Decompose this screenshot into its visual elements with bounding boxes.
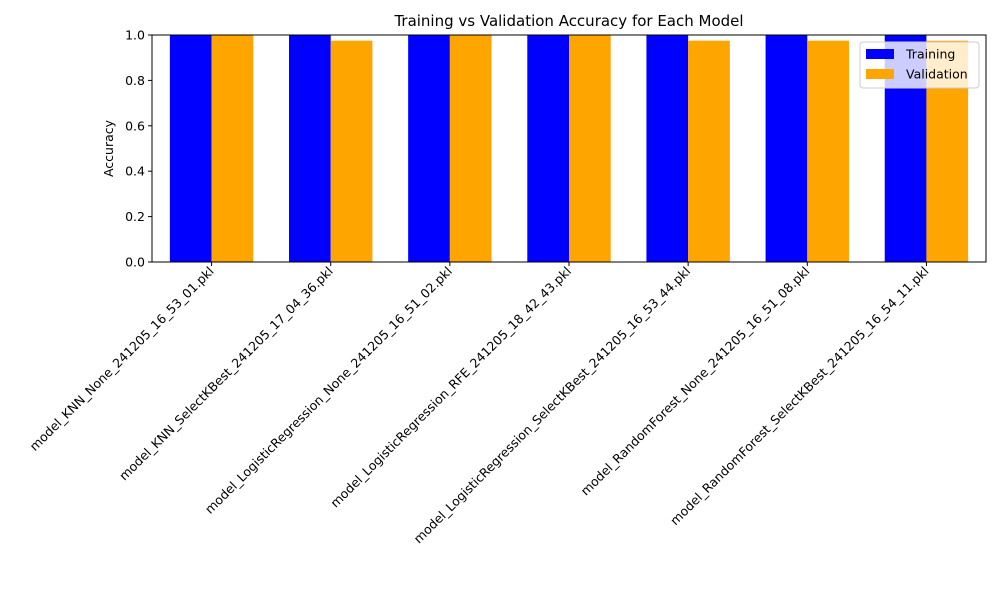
- chart-title: Training vs Validation Accuracy for Each…: [393, 12, 743, 30]
- x-tick-label: model_RandomForest_SelectKBest_241205_16…: [667, 264, 931, 528]
- legend-swatch-training: [866, 49, 894, 59]
- bar-validation-5: [688, 40, 730, 262]
- x-tick-label: model_LogisticRegression_None_241205_16_…: [202, 264, 455, 517]
- x-tick-label: model_KNN_None_241205_16_53_01.pkl: [26, 264, 216, 454]
- bar-training-2: [289, 35, 331, 262]
- y-tick-label: 0.0: [125, 255, 145, 270]
- x-axis: model_KNN_None_241205_16_53_01.pklmodel_…: [26, 262, 932, 547]
- bar-validation-6: [807, 40, 849, 262]
- legend: Training Validation: [859, 41, 980, 89]
- x-tick-label: model_RandomForest_None_241205_16_51_08.…: [578, 264, 813, 499]
- bar-training-4: [527, 35, 569, 262]
- x-tick-label: model_LogisticRegression_SelectKBest_241…: [411, 264, 694, 547]
- y-axis: 0.0 0.2 0.4 0.6 0.8 1.0: [125, 28, 152, 270]
- x-tick-label: model_LogisticRegression_RFE_241205_18_4…: [327, 264, 574, 511]
- y-tick-label: 0.6: [125, 118, 145, 133]
- legend-label-training: Training: [905, 47, 955, 62]
- bar-training-6: [765, 35, 808, 262]
- y-tick-label: 0.2: [125, 209, 145, 224]
- y-axis-label: Accuracy: [101, 119, 116, 177]
- bar-validation-4: [569, 35, 611, 262]
- bar-training-3: [408, 35, 450, 262]
- legend-swatch-validation: [866, 69, 894, 79]
- y-tick-label: 0.4: [125, 164, 145, 179]
- bar-training-5: [646, 35, 689, 262]
- bar-validation-1: [211, 35, 254, 262]
- y-tick-label: 0.8: [125, 73, 145, 88]
- bar-training-1: [169, 35, 212, 262]
- legend-label-validation: Validation: [906, 67, 968, 82]
- bars-group: [169, 35, 969, 262]
- y-tick-label: 1.0: [125, 28, 145, 43]
- bar-validation-2: [330, 40, 373, 262]
- bar-validation-3: [449, 35, 492, 262]
- x-tick-label: model_KNN_SelectKBest_241205_17_04_36.pk…: [116, 264, 336, 484]
